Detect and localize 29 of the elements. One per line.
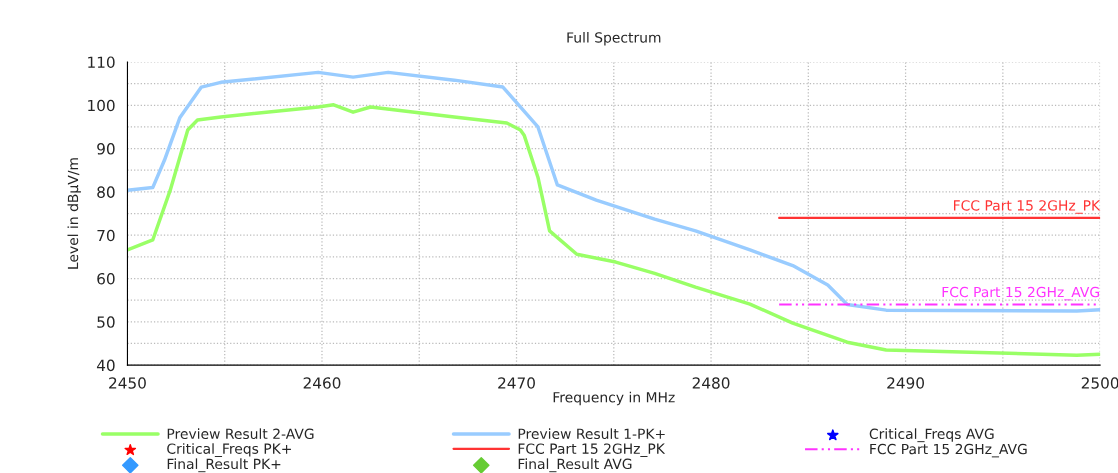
legend-label: FCC Part 15 2GHz_AVG: [870, 443, 1027, 458]
y-tick-label: 80: [97, 186, 115, 198]
y-tick-label: 60: [97, 272, 115, 285]
y-tick-label: 40: [96, 359, 115, 372]
x-tick-label: 2480: [692, 377, 730, 389]
line-series: [127, 103, 1101, 357]
x-tick-label: 2490: [887, 377, 925, 389]
y-tick-label: 50: [97, 316, 115, 328]
legend-label: Preview Result 1-PK+: [518, 428, 665, 440]
x-tick-label: 2450: [109, 377, 146, 389]
y-tick-label: 110: [88, 56, 115, 68]
annotation: FCC Part 15 2GHz_AVG: [942, 286, 1099, 301]
legend-label: Preview Result 2-AVG: [167, 428, 314, 440]
x-tick-label: 2470: [498, 377, 535, 389]
y-tick-label: 90: [97, 143, 115, 155]
line-series: [127, 70, 1101, 313]
x-axis-title: Frequency in MHz: [553, 391, 675, 406]
x-tick-label: 2500: [1081, 377, 1118, 389]
y-axis-title: Level in dBµV/m: [67, 158, 81, 269]
x-tick-label: 2460: [303, 377, 341, 389]
legend-label: Critical_Freqs AVG: [869, 428, 994, 443]
y-tick-label: 100: [88, 99, 115, 112]
y-tick-label: 70: [97, 229, 115, 242]
legend-label: FCC Part 15 2GHz_PK: [518, 443, 666, 457]
annotation: FCC Part 15 2GHz_PK: [954, 200, 1101, 214]
legend-label: Final_Result AVG: [518, 458, 632, 473]
chart-title: Full Spectrum: [567, 31, 661, 46]
legend-label: Critical_Freqs PK+: [167, 443, 291, 457]
legend-label: Final_Result PK+: [167, 458, 281, 473]
